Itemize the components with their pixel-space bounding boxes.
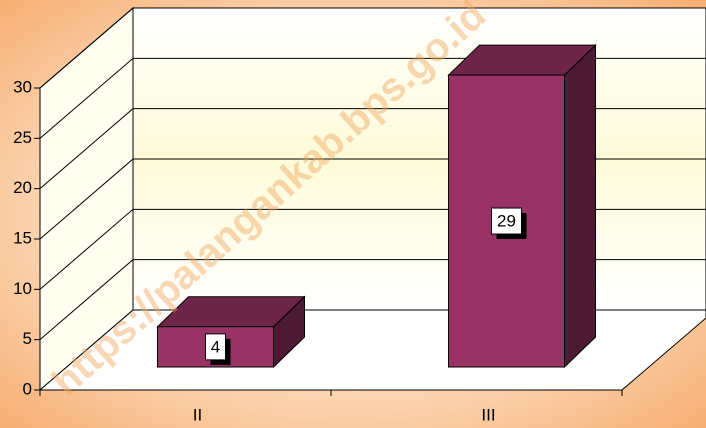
grid-line bbox=[39, 108, 134, 190]
y-tick-label: 25 bbox=[13, 128, 32, 147]
grid-line bbox=[39, 158, 134, 240]
y-tick-label: 30 bbox=[13, 77, 32, 96]
y-tick-label: 15 bbox=[13, 228, 32, 247]
bar-side bbox=[564, 43, 596, 369]
y-tick-label: 5 bbox=[23, 329, 32, 348]
x-tick-label: III bbox=[481, 405, 495, 424]
label-box bbox=[205, 333, 226, 361]
y-tick-label: 10 bbox=[13, 279, 32, 298]
data-label: 29 bbox=[497, 212, 516, 231]
grid-line bbox=[39, 57, 134, 139]
y-tick-label: 0 bbox=[23, 379, 32, 398]
x-tick-label: II bbox=[193, 405, 202, 424]
grid-line bbox=[39, 259, 134, 341]
grid-line bbox=[39, 7, 134, 89]
data-label: 4 bbox=[211, 337, 220, 356]
y-tick-label: 20 bbox=[13, 178, 32, 197]
label-box bbox=[491, 207, 522, 235]
grid-line bbox=[39, 208, 134, 290]
